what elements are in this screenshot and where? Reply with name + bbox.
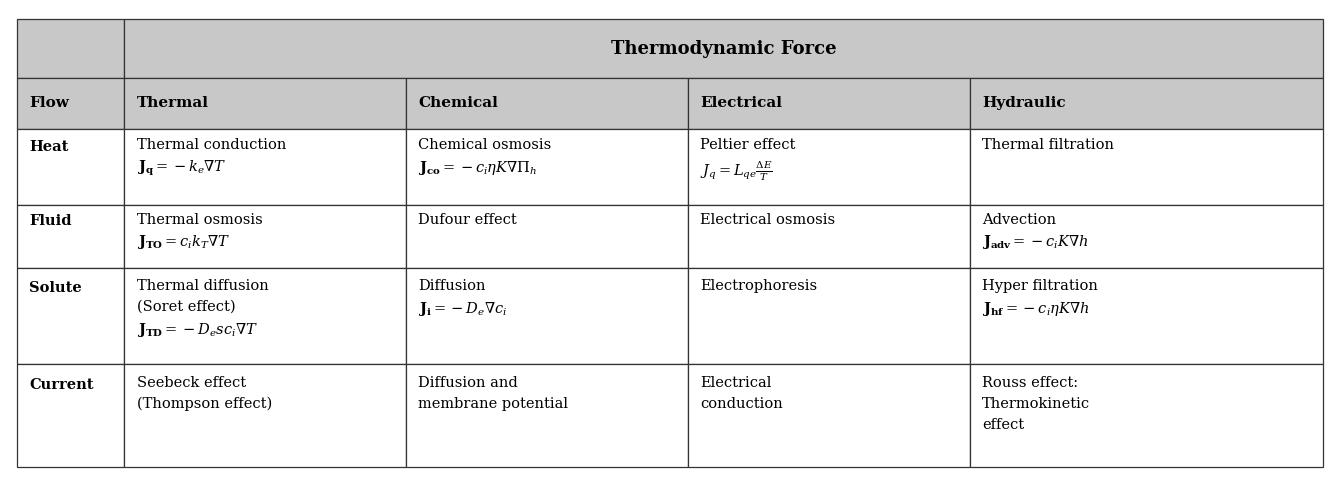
Text: Hyper filtration: Hyper filtration	[982, 279, 1097, 293]
Text: $\mathbf{J}_{\mathbf{TD}} = -D_e s c_i \nabla T$: $\mathbf{J}_{\mathbf{TD}} = -D_e s c_i \…	[137, 321, 257, 339]
Bar	[689, 78, 970, 129]
Text: Fluid: Fluid	[29, 214, 72, 228]
Text: (Soret effect): (Soret effect)	[137, 300, 234, 314]
Bar	[689, 268, 970, 364]
Bar	[689, 205, 970, 268]
Text: membrane potential: membrane potential	[418, 397, 568, 411]
Text: Thermodynamic Force: Thermodynamic Force	[611, 39, 836, 57]
Text: Electrical osmosis: Electrical osmosis	[701, 212, 835, 226]
Text: Electrical: Electrical	[701, 376, 772, 390]
Text: Electrical: Electrical	[701, 96, 783, 110]
Text: (Thompson effect): (Thompson effect)	[137, 397, 272, 411]
Text: conduction: conduction	[701, 397, 783, 411]
Bar	[406, 205, 689, 268]
Text: Thermal filtration: Thermal filtration	[982, 138, 1115, 152]
Text: Diffusion: Diffusion	[418, 279, 486, 293]
Text: Chemical: Chemical	[418, 96, 498, 110]
Text: Thermokinetic: Thermokinetic	[982, 397, 1091, 411]
Text: $\mathbf{J}_{\mathbf{q}} = -k_e\nabla T$: $\mathbf{J}_{\mathbf{q}} = -k_e\nabla T$	[137, 159, 226, 178]
Bar	[125, 205, 406, 268]
Bar	[17, 205, 125, 268]
Text: effect: effect	[982, 418, 1024, 432]
Text: $\mathbf{J}_{\mathbf{hf}} = -c_i\eta K\nabla h$: $\mathbf{J}_{\mathbf{hf}} = -c_i\eta K\n…	[982, 300, 1089, 318]
Text: Hydraulic: Hydraulic	[982, 96, 1065, 110]
Bar	[125, 19, 1323, 78]
Bar	[125, 78, 406, 129]
Text: $\mathbf{J}_{\mathbf{i}} = -D_e \nabla c_i$: $\mathbf{J}_{\mathbf{i}} = -D_e \nabla c…	[418, 300, 508, 318]
Text: Seebeck effect: Seebeck effect	[137, 376, 245, 390]
Text: Solute: Solute	[29, 281, 82, 295]
Bar	[125, 268, 406, 364]
Bar	[17, 78, 125, 129]
Bar	[970, 129, 1323, 205]
Bar	[406, 268, 689, 364]
Text: $\mathbf{J}_{\mathbf{co}} = -c_i\eta K\nabla\Pi_h$: $\mathbf{J}_{\mathbf{co}} = -c_i\eta K\n…	[418, 159, 537, 177]
Text: Flow: Flow	[29, 96, 70, 110]
Text: Advection: Advection	[982, 212, 1056, 226]
Text: Heat: Heat	[29, 139, 68, 154]
Text: $\mathbf{J}_{\mathbf{adv}} = -c_i K\nabla h$: $\mathbf{J}_{\mathbf{adv}} = -c_i K\nabl…	[982, 233, 1089, 251]
Text: Current: Current	[29, 378, 94, 392]
Bar	[970, 205, 1323, 268]
Text: Thermal osmosis: Thermal osmosis	[137, 212, 263, 226]
Bar	[406, 129, 689, 205]
Bar	[17, 19, 125, 78]
Text: Peltier effect: Peltier effect	[701, 138, 796, 152]
Text: Thermal: Thermal	[137, 96, 209, 110]
Bar	[406, 78, 689, 129]
Bar	[17, 268, 125, 364]
Bar	[970, 78, 1323, 129]
Text: Electrophoresis: Electrophoresis	[701, 279, 817, 293]
Bar	[970, 268, 1323, 364]
Bar	[17, 129, 125, 205]
Bar	[125, 364, 406, 467]
Bar	[17, 364, 125, 467]
Text: Thermal diffusion: Thermal diffusion	[137, 279, 268, 293]
Text: Dufour effect: Dufour effect	[418, 212, 517, 226]
Text: $J_q = L_{qe}\frac{\Delta E}{T}$: $J_q = L_{qe}\frac{\Delta E}{T}$	[701, 159, 773, 183]
Bar	[970, 364, 1323, 467]
Bar	[125, 129, 406, 205]
Bar	[689, 129, 970, 205]
Text: Chemical osmosis: Chemical osmosis	[418, 138, 552, 152]
Text: Rouss effect:: Rouss effect:	[982, 376, 1079, 390]
Text: Thermal conduction: Thermal conduction	[137, 138, 285, 152]
Bar	[406, 364, 689, 467]
Text: Diffusion and: Diffusion and	[418, 376, 519, 390]
Bar	[689, 364, 970, 467]
Text: $\mathbf{J}_{\mathbf{TO}} = c_i k_T \nabla T$: $\mathbf{J}_{\mathbf{TO}} = c_i k_T \nab…	[137, 233, 230, 251]
